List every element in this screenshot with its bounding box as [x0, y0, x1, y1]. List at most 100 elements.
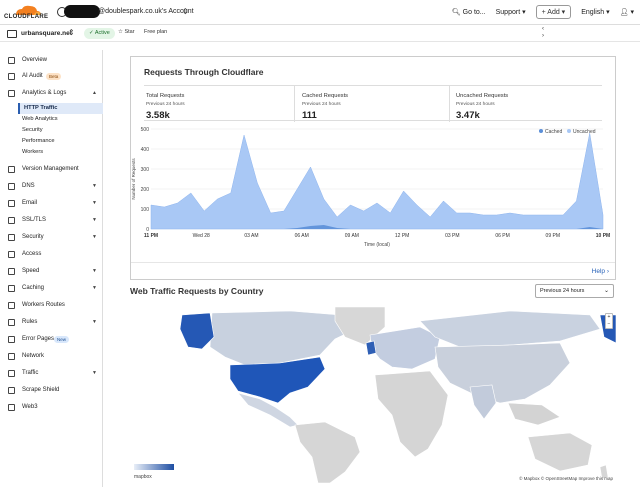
user-menu-icon[interactable]: 👤︎ ▾ [619, 9, 634, 16]
map-region-russia [419, 310, 601, 348]
access-icon [8, 250, 15, 258]
map-legend-gradient [134, 464, 174, 470]
chevron-down-icon: ▼ [92, 200, 97, 206]
stat-sub: Previous 24 hours [302, 102, 341, 107]
redacted-account-name [64, 5, 100, 18]
sidebar-item-label: AI Audit [22, 73, 43, 79]
sidebar-subitem-security[interactable]: Security [22, 127, 43, 133]
analytics-icon [8, 89, 15, 97]
x-tick-label: 11 PM [144, 233, 158, 239]
sidebar-subitem-http-traffic[interactable]: HTTP Traffic [18, 103, 103, 114]
x-tick-label: 06 PM [495, 233, 509, 239]
scrape-shield-icon [8, 386, 15, 394]
requests-panel: Requests Through Cloudflare Total Reques… [130, 56, 616, 280]
sidebar-item-ssl-tls[interactable]: SSL/TLS ▼ [0, 213, 103, 227]
sidebar-item-network[interactable]: Network [0, 349, 103, 363]
top-bar: CLOUDFLARE @doublespark.co.uk's Account … [0, 0, 640, 25]
sidebar-item-workers-routes[interactable]: Workers Routes [0, 298, 103, 312]
legend-cached-swatch [539, 129, 543, 133]
account-name[interactable]: @doublespark.co.uk's Account [98, 8, 194, 15]
sidebar-subitem-web-analytics[interactable]: Web Analytics [22, 116, 58, 122]
x-tick-label: Wed 28 [193, 233, 210, 239]
panel-title: Requests Through Cloudflare [144, 67, 264, 77]
sidebar-item-error-pages[interactable]: Error Pages New [0, 332, 103, 346]
sidebar-item-label: Analytics & Logs [22, 90, 67, 96]
chevron-down-icon: ⌄ [603, 288, 609, 294]
sidebar-subitem-workers[interactable]: Workers [22, 149, 44, 155]
stat-divider [294, 86, 295, 122]
support-label: Support [495, 9, 521, 16]
sidebar-item-scrape-shield[interactable]: Scrape Shield [0, 383, 103, 397]
map-region-se-asia [507, 402, 561, 426]
language-menu[interactable]: English ▾ [581, 9, 610, 16]
sidebar-item-email[interactable]: Email ▼ [0, 196, 103, 210]
y-tick-label: 0 [146, 227, 149, 233]
country-section-title: Web Traffic Requests by Country [130, 286, 264, 296]
map-region-india [469, 384, 497, 420]
website-icon [7, 30, 17, 38]
chevron-down-icon: ▼ [92, 268, 97, 274]
stat-value: 3.47k [456, 110, 480, 121]
beta-badge: Beta [46, 72, 62, 80]
email-icon [8, 199, 15, 207]
map-attribution[interactable]: © Mapbox © OpenStreetMap Improve this ma… [519, 476, 613, 481]
sidebar-item-caching[interactable]: Caching ▼ [0, 281, 103, 295]
sidebar-item-analytics[interactable]: Analytics & Logs ▲ [0, 86, 103, 100]
sidebar-item-label: Caching [22, 285, 45, 291]
sidebar-item-overview[interactable]: Overview [0, 53, 103, 67]
star-label: Star [124, 29, 135, 35]
map-region-asia [434, 342, 571, 404]
status-badge: ✓ Active [84, 28, 115, 39]
stats-row: Total Requests Previous 24 hours 3.58k C… [144, 85, 602, 122]
sidebar-item-speed[interactable]: Speed ▼ [0, 264, 103, 278]
sidebar-item-label: Web3 [22, 404, 38, 410]
sidebar-item-traffic[interactable]: Traffic ▼ [0, 366, 103, 380]
chevron-down-icon: ▼ [92, 234, 97, 240]
sidebar-item-label: Rules [22, 319, 38, 325]
requests-chart[interactable]: 500 400 300 200 100 011 PM Wed 28 03 AM 06 AM 09 … [131, 123, 617, 263]
sidebar-item-ai-audit[interactable]: AI Audit Beta [0, 69, 103, 83]
map-region-new-zealand [599, 464, 609, 480]
sidebar-item-label: Security [22, 234, 44, 240]
map-region-south-america [294, 421, 361, 483]
panel-divider [131, 262, 615, 263]
x-tick-label: 06 AM [295, 233, 309, 239]
goto-button[interactable]: 🔍︎ Go to... [451, 9, 486, 16]
mapbox-logo[interactable]: mapbox [134, 474, 152, 480]
map-zoom-control[interactable]: + − [605, 313, 613, 329]
sidebar-item-rules[interactable]: Rules ▼ [0, 315, 103, 329]
x-tick-label: 12 PM [395, 233, 409, 239]
stat-total: Total Requests Previous 24 hours 3.58k [146, 86, 296, 122]
sidebar: Overview AI Audit Beta Analytics & Logs … [0, 50, 103, 487]
account-switcher-icon[interactable]: ⇕ [182, 7, 189, 16]
map-region-africa [374, 370, 449, 458]
sidebar-item-web3[interactable]: Web3 [0, 400, 103, 414]
stat-value: 3.58k [146, 110, 170, 121]
shield-icon [8, 233, 15, 241]
traffic-icon [8, 369, 15, 377]
help-link[interactable]: Help › [591, 268, 609, 275]
network-icon [8, 352, 15, 360]
cloudflare-logo[interactable] [6, 3, 50, 21]
sidebar-item-dns[interactable]: DNS ▼ [0, 179, 103, 193]
sidebar-item-access[interactable]: Access [0, 247, 103, 261]
sidebar-item-label: Workers Routes [22, 302, 65, 308]
zone-scroll-icon[interactable]: ‹ › [542, 26, 544, 39]
world-map[interactable]: + − mapbox © Mapbox © OpenStreetMap Impro… [130, 307, 616, 483]
star-button[interactable]: ☆ Star [118, 29, 135, 35]
stat-value: 111 [302, 110, 317, 121]
map-region-europe [369, 326, 441, 370]
support-menu[interactable]: Support ▾ [495, 9, 526, 16]
zone-name[interactable]: urbansquare.net [21, 30, 72, 37]
sidebar-item-version-management[interactable]: Version Management [0, 162, 103, 176]
sidebar-item-security[interactable]: Security ▼ [0, 230, 103, 244]
goto-label: Go to... [462, 9, 486, 16]
sidebar-subitem-performance[interactable]: Performance [22, 138, 55, 144]
plan-label: Free plan [144, 29, 168, 35]
add-button[interactable]: + Add ▾ [535, 5, 572, 19]
zone-switcher-icon[interactable]: ⇕ [68, 28, 75, 37]
language-label: English [581, 9, 605, 16]
stat-label: Cached Requests [302, 93, 349, 99]
time-range-select[interactable]: Previous 24 hours ⌄ [535, 284, 614, 298]
legend-cached-label: Cached [545, 129, 562, 135]
